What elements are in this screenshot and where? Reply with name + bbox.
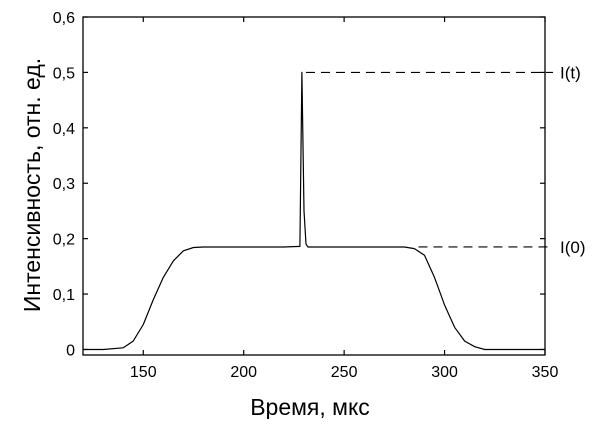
- signal-line: [83, 71, 545, 351]
- y-axis-title: Интенсивность, отн. ед.: [19, 58, 45, 312]
- x-tick-label: 300: [431, 364, 458, 381]
- axes: 150 200 250 300 350 0 0,1 0,2 0,3 0,4 0,5 0,6: [53, 10, 559, 381]
- y-tick-label: 0,2: [53, 232, 75, 249]
- annotation-label: I(0): [560, 238, 586, 257]
- y-tick-label: 0,5: [53, 65, 75, 82]
- y-tick-label: 0,4: [53, 121, 75, 138]
- annotations: I(t) I(0): [305, 63, 586, 257]
- y-tick-label: 0,1: [53, 287, 75, 304]
- x-tick-label: 200: [230, 364, 257, 381]
- plot-frame: [82, 16, 546, 356]
- y-tick-label: 0: [66, 342, 75, 359]
- annotation-label: I(t): [560, 63, 581, 82]
- x-tick-label: 150: [130, 364, 157, 381]
- x-tick-label: 250: [331, 364, 358, 381]
- x-axis-title: Время, мкс: [250, 394, 370, 419]
- y-tick-label: 0,3: [53, 176, 75, 193]
- y-tick-label: 0,6: [53, 10, 75, 27]
- x-tick-label: 350: [532, 364, 559, 381]
- data-layer: [83, 71, 545, 351]
